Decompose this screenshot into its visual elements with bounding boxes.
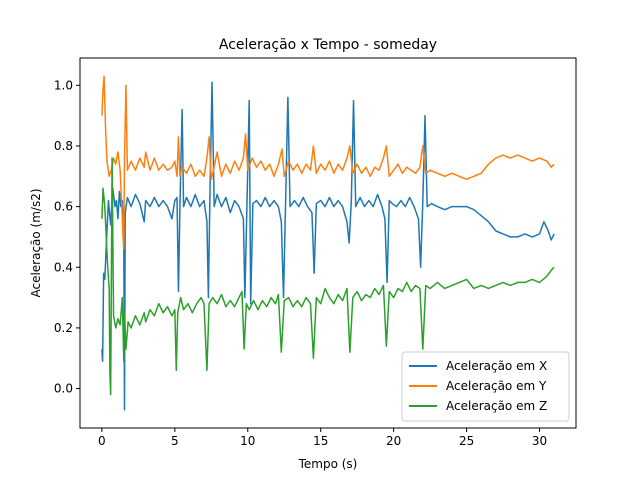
x-tick-label: 10 (240, 434, 255, 448)
plot-area (79, 57, 577, 429)
legend-label-3: Aceleração em Z (446, 399, 547, 413)
legend: Aceleração em X Aceleração em Y Aceleração… (401, 351, 570, 422)
series-line-1 (101, 81, 555, 411)
series-line-3 (101, 157, 555, 396)
legend-box (401, 351, 570, 422)
x-tick-label: 25 (459, 434, 474, 448)
y-axis-ticks: 0.0 0.2 0.4 0.6 0.8 1.0 (54, 78, 80, 396)
legend-label-2: Aceleração em Y (446, 379, 547, 393)
y-tick-label: 0.6 (54, 200, 73, 214)
chart-title: Aceleração x Tempo - someday (219, 37, 437, 53)
y-tick-label: 1.0 (54, 78, 73, 92)
y-axis-label: Aceleração (m/s2) (29, 188, 43, 297)
series-line-2 (101, 75, 555, 250)
x-tick-label: 5 (171, 434, 179, 448)
x-tick-label: 30 (532, 434, 547, 448)
x-tick-label: 15 (313, 434, 328, 448)
x-tick-label: 0 (98, 434, 106, 448)
y-tick-label: 0.0 (54, 382, 73, 396)
x-axis-label: Tempo (s) (298, 457, 358, 471)
legend-label-1: Aceleração em X (446, 359, 547, 373)
y-tick-label: 0.4 (54, 260, 73, 274)
axes-frame (79, 57, 577, 429)
x-tick-label: 20 (386, 434, 401, 448)
y-tick-label: 0.2 (54, 321, 73, 335)
series-group (101, 75, 555, 411)
x-axis-ticks: 0 5 10 15 20 25 30 (98, 428, 547, 448)
y-tick-label: 0.8 (54, 139, 73, 153)
